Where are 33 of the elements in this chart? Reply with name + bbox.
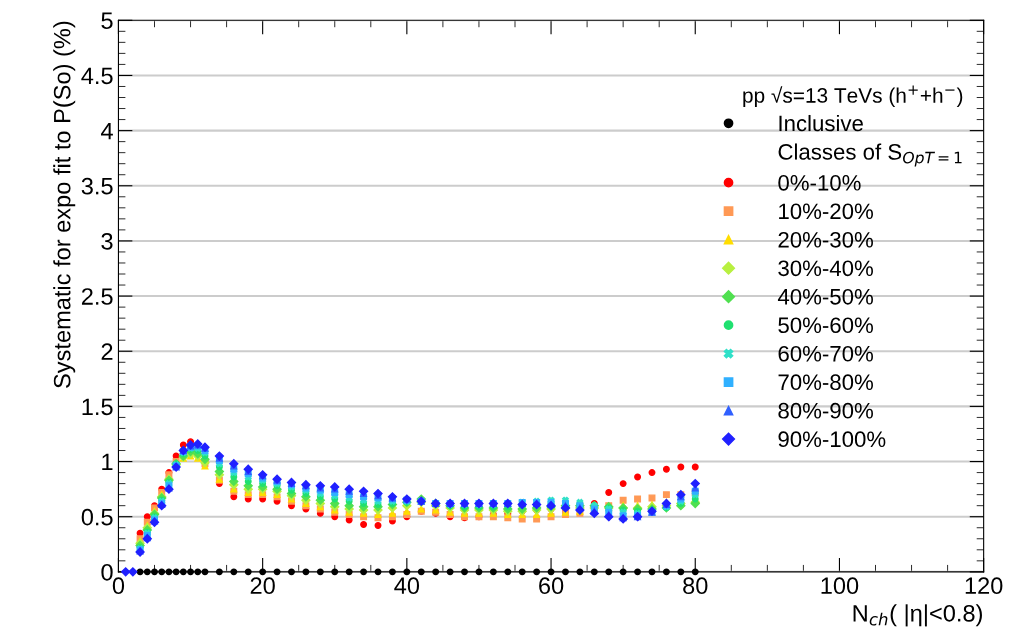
y-tick-label: 0: [101, 563, 113, 581]
legend-label: 50%-60%: [778, 317, 873, 334]
legend-label: 10%-20%: [779, 203, 873, 220]
legend-label: 80%-90%: [778, 402, 873, 419]
legend-title: pp √s=13 TeVs (h$^{+}$+h$^{−}$): [743, 85, 963, 107]
y-tick-label: 1.5: [82, 398, 113, 416]
y-tick-label: 3.5: [81, 177, 113, 195]
x-tick-label: 120: [965, 577, 1003, 595]
legend-label: 30%-40%: [778, 260, 873, 277]
x-tick-label: 40: [394, 577, 420, 595]
x-tick-label: 100: [821, 577, 859, 595]
y-tick-label: 0.5: [81, 508, 113, 526]
legend-label: 0%-10%: [778, 174, 861, 191]
legend-label: 60%-70%: [778, 345, 873, 362]
y-axis-title: Systematic for expo fit to P(So) (%): [53, 21, 76, 388]
x-tick-label: 0: [112, 577, 125, 595]
legend-label: 20%-30%: [778, 231, 873, 248]
x-tick-label: 60: [539, 577, 564, 595]
x-tick-label: 80: [683, 577, 708, 595]
y-tick-label: 2.5: [81, 288, 113, 305]
x-axis-title: N$_{ch}$( |η|<0.8): [853, 604, 982, 627]
y-tick-label: 1: [102, 453, 113, 471]
x-tick-label: 20: [250, 577, 275, 595]
y-tick-label: 4: [101, 122, 113, 140]
legend-label: 70%-80%: [778, 374, 873, 391]
legend-label: 40%-50%: [777, 288, 873, 305]
annotation: Classes of S$_{OpT=1}$: [778, 143, 962, 167]
legend-label: 90%-100%: [778, 431, 886, 448]
y-tick-label: 4.5: [81, 67, 113, 85]
y-tick-label: 3: [101, 232, 113, 250]
y-tick-label: 5: [101, 12, 113, 30]
y-tick-label: 2: [101, 343, 113, 360]
legend-label: Inclusive: [779, 114, 863, 132]
